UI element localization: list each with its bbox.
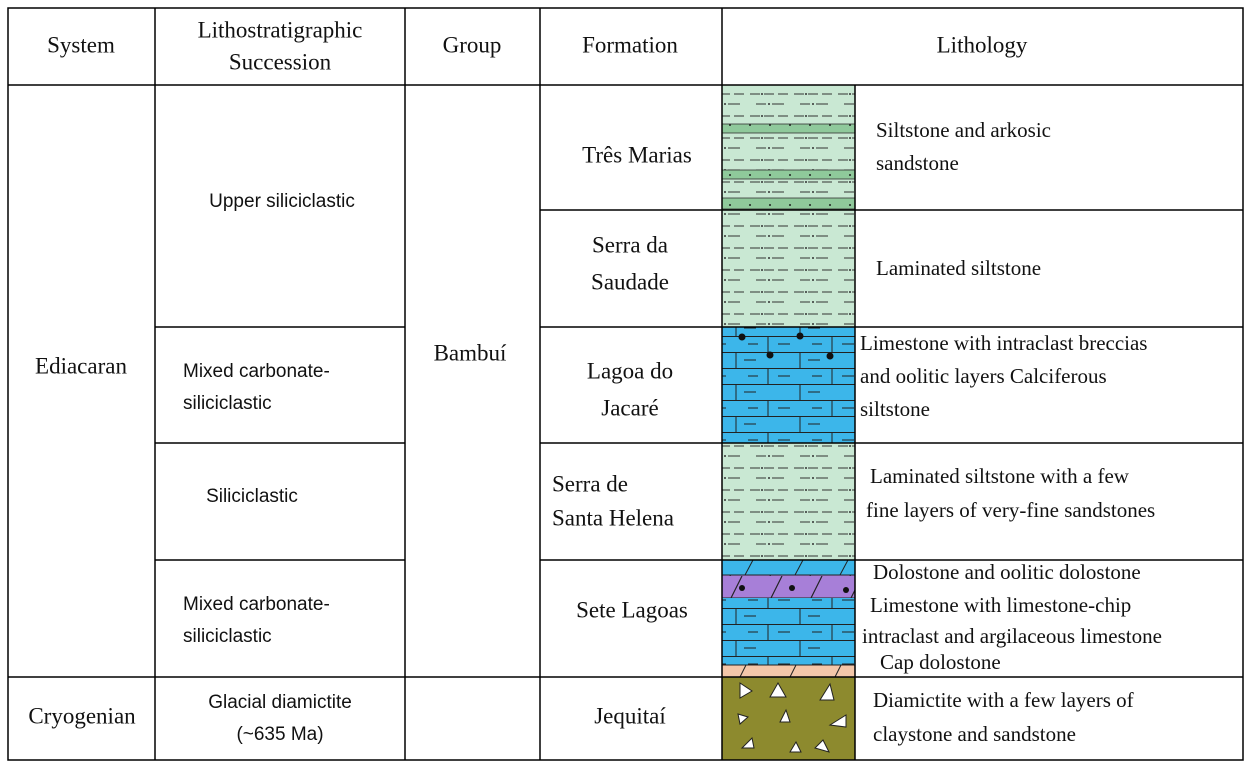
lithology-text: claystone and sandstone: [873, 722, 1076, 746]
formation: Jequitaí: [594, 703, 666, 728]
lithology-text: fine layers of very-fine sandstones: [866, 498, 1155, 522]
succession: Upper siliciclastic: [209, 191, 355, 212]
formation: Santa Helena: [552, 505, 674, 530]
system: Cryogenian: [28, 703, 136, 728]
lithology-column: [721, 85, 856, 760]
header-cell: Succession: [229, 49, 332, 74]
lithology-text: and oolitic layers Calciferous: [860, 364, 1107, 388]
lithology-text: Limestone with intraclast breccias: [860, 331, 1147, 355]
formation: Serra da: [592, 232, 668, 257]
header-cell: Lithology: [937, 32, 1028, 57]
succession: Siliciclastic: [206, 486, 298, 507]
lithology-text: Cap dolostone: [880, 650, 1001, 674]
formation: Saudade: [591, 269, 669, 294]
succession: Glacial diamictite: [208, 692, 352, 713]
formation: Jacaré: [601, 395, 658, 420]
lithology-text: Dolostone and oolitic dolostone: [873, 560, 1141, 584]
lithology-text: intraclast and argilaceous limestone: [862, 624, 1162, 648]
lithology-text: Laminated siltstone with a few: [870, 464, 1130, 488]
succession: siliciclastic: [183, 393, 272, 414]
succession: (~635 Ma): [236, 724, 323, 745]
succession: siliciclastic: [183, 626, 272, 647]
lithology-text: Limestone with limestone-chip: [870, 593, 1131, 617]
header-cell: Lithostratigraphic: [198, 17, 363, 42]
succession: Mixed carbonate-: [183, 361, 330, 382]
formation: Lagoa do: [587, 358, 673, 383]
table-grid: [7, 7, 1244, 761]
header-cell: Group: [443, 32, 502, 57]
lithology-text: Siltstone and arkosic: [876, 118, 1051, 142]
formation: Sete Lagoas: [576, 597, 688, 622]
header-cell: Formation: [582, 32, 678, 57]
lithology-text: Laminated siltstone: [876, 256, 1041, 280]
lithology-text: Diamictite with a few layers of: [873, 688, 1134, 712]
formation: Serra de: [552, 471, 628, 496]
system: Ediacaran: [35, 353, 127, 378]
header-cell: System: [47, 32, 115, 57]
succession: Mixed carbonate-: [183, 594, 330, 615]
lithology-text: siltstone: [860, 397, 930, 421]
lithology-text: sandstone: [876, 151, 959, 175]
group: Bambuí: [434, 340, 507, 365]
formation: Três Marias: [582, 142, 692, 167]
